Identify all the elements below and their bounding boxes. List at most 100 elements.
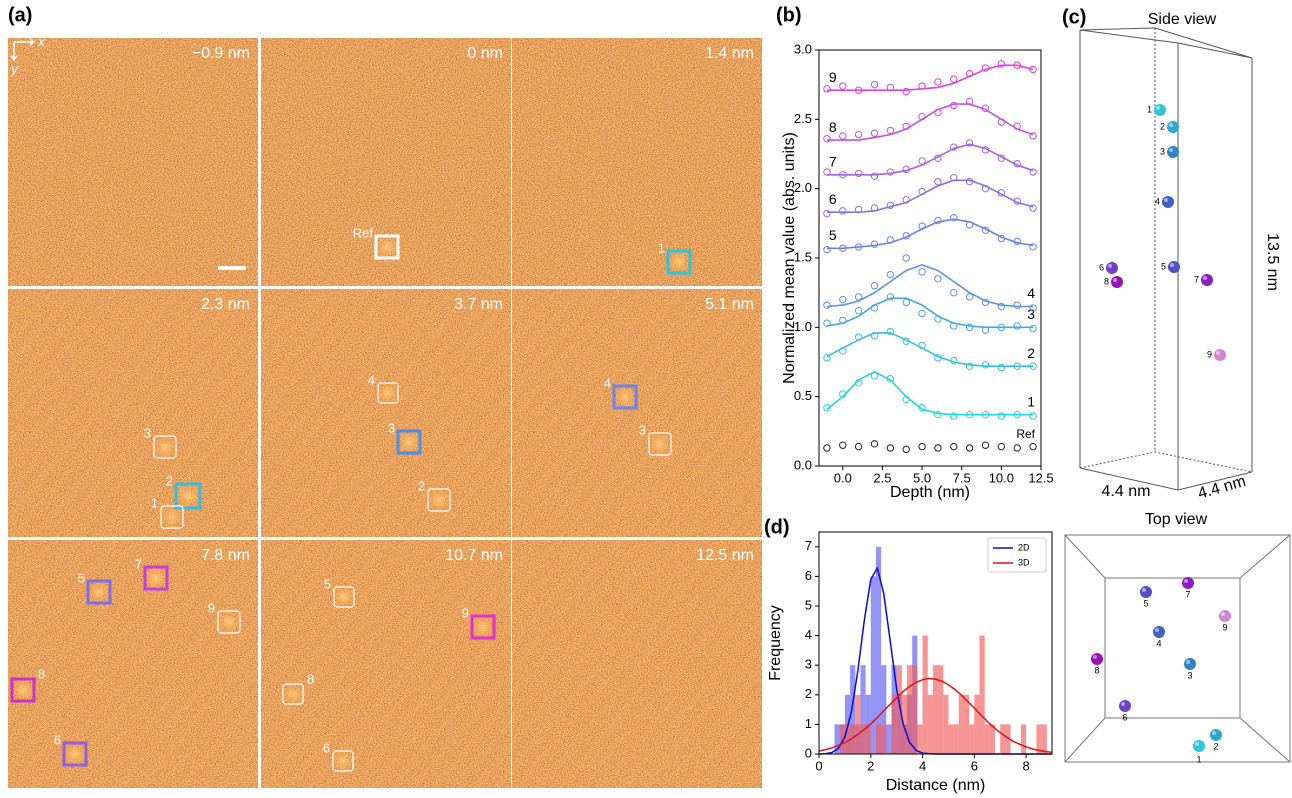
data-point [886, 444, 895, 452]
atom-label: 3 [1160, 146, 1165, 156]
atom-highlight [1170, 263, 1174, 267]
data-point [870, 204, 879, 212]
x-tick-label: 8 [1022, 758, 1029, 773]
y-tick-label: 3.0 [794, 41, 812, 56]
lattice-stripes [261, 289, 511, 537]
x-tick-label: 4 [919, 758, 926, 773]
data-point [950, 288, 958, 297]
x-tick-label: 12.5 [1028, 470, 1053, 485]
atom [1201, 274, 1213, 286]
atom [1106, 262, 1118, 274]
data-point [981, 410, 990, 419]
histogram-bar [886, 724, 892, 754]
atom-highlight [1108, 264, 1112, 268]
atom-label: 9 [1222, 622, 1227, 632]
data-point [965, 362, 974, 370]
histogram-bar [932, 665, 939, 754]
atom-label: 8 [1094, 665, 1099, 675]
data-point [934, 444, 942, 452]
data-point [870, 331, 879, 340]
data-point [854, 130, 863, 139]
data-point [981, 146, 990, 154]
atom-highlight [1221, 612, 1225, 616]
histogram-bar [943, 694, 949, 754]
data-point [1013, 362, 1021, 370]
image-tile: 10.7 nm 5 9 8 6 [261, 540, 511, 788]
atom-highlight [1155, 628, 1159, 632]
depth-label: 4.4 nm [1196, 473, 1248, 503]
y-tick-label: 0 [805, 745, 812, 760]
y-tick-label: 3 [805, 657, 812, 672]
data-point [918, 404, 926, 412]
y-tick-label: 1.0 [794, 319, 812, 334]
corner-edges [1064, 534, 1291, 763]
data-point [997, 189, 1006, 197]
data-point [950, 143, 958, 151]
marker-box [332, 750, 354, 772]
data-point [870, 372, 879, 380]
marker-label: 1 [151, 495, 158, 510]
data-point [981, 226, 990, 234]
tile-image [8, 38, 258, 286]
axis-y-label: y [10, 61, 19, 77]
data-point [981, 104, 990, 112]
data-point [870, 172, 879, 180]
data-point [886, 293, 895, 301]
lattice-stripes [261, 540, 511, 788]
data-point [870, 304, 879, 312]
x-tick-label: 2 [867, 758, 874, 773]
depth-label: 2.3 nm [201, 296, 250, 313]
fit-line [826, 332, 1034, 367]
atom-highlight [1184, 579, 1188, 583]
data-point [997, 154, 1006, 162]
lattice-stripes [8, 540, 258, 788]
histogram-bar [963, 694, 970, 754]
data-point [950, 101, 958, 110]
panel-label: (b) [776, 4, 802, 26]
atom-highlight [1121, 702, 1125, 706]
atom-highlight [1195, 742, 1199, 746]
histogram-bar [984, 724, 990, 754]
data-point [965, 221, 974, 229]
atom-label: 2 [1160, 121, 1165, 131]
plot-frame [818, 49, 1042, 467]
panel-label: (d) [764, 516, 790, 538]
data-point [902, 196, 910, 204]
y-tick-label: 6 [805, 568, 812, 583]
panel-d: (d) 0 2 4 6 8 0 1 2 3 4 5 6 7 Distance (nm) Frequency 2D… [764, 516, 1053, 794]
data-point [1013, 444, 1021, 452]
bright-spot [88, 581, 110, 603]
width-label: 4.4 nm [1102, 483, 1151, 500]
data-point [997, 234, 1006, 243]
histogram-bar [958, 694, 964, 754]
data-point [823, 245, 831, 254]
histogram-bar [881, 724, 887, 754]
marker-label: 7 [135, 556, 142, 571]
series-label: 2 [1027, 345, 1035, 361]
hidden-edges [1079, 28, 1253, 473]
atom [1153, 626, 1165, 638]
atom-label: 4 [1155, 196, 1160, 206]
side-view-box [1079, 27, 1253, 491]
data-point [854, 379, 863, 387]
histogram-bar [938, 665, 944, 754]
histogram-bar [875, 546, 882, 754]
data-point [886, 126, 895, 135]
atom-label: 2 [1213, 741, 1218, 751]
data-point [1013, 301, 1021, 309]
marker-label: 1 [658, 240, 665, 255]
marker-box [86, 579, 112, 605]
atom [1119, 700, 1131, 712]
atom-highlight [1113, 278, 1117, 282]
tile-image [512, 38, 762, 286]
depth-label: 12.5 nm [696, 547, 754, 564]
axis-x-label: x [37, 34, 46, 50]
atom [1091, 653, 1103, 665]
data-point [950, 442, 958, 451]
atom-highlight [1186, 660, 1190, 664]
data-point [950, 412, 958, 420]
bright-spot [614, 386, 636, 408]
